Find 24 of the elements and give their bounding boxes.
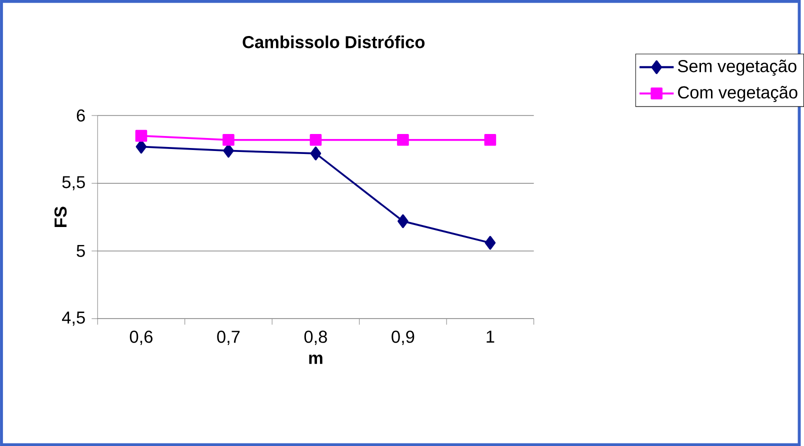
- point: [222, 134, 234, 146]
- point: [397, 134, 409, 146]
- point: [136, 140, 147, 154]
- y-tick-label: 5: [76, 244, 85, 257]
- x-tick-label: 0,9: [392, 330, 414, 345]
- x-tick-label: 0,8: [304, 330, 327, 345]
- point: [135, 130, 148, 142]
- x-tick-label: 0,6: [130, 330, 152, 345]
- point: [310, 134, 322, 146]
- point: [223, 144, 234, 158]
- chart-title: Cambissolo Distrófico: [242, 35, 425, 48]
- x-tick-label: 1: [486, 330, 494, 342]
- point: [398, 214, 408, 228]
- point: [484, 236, 496, 250]
- y-tick-label: 5,5: [62, 176, 85, 190]
- y-tick-label: 4,5: [62, 312, 85, 326]
- legend-label: Sem vegetação: [678, 60, 796, 76]
- y-axis-title: FS: [54, 206, 67, 227]
- legend-label: Com vegetação: [678, 86, 798, 102]
- x-tick-label: 0,7: [217, 330, 240, 345]
- x-axis-title: m: [309, 354, 322, 364]
- y-tick-label: 6: [76, 109, 85, 122]
- point: [310, 146, 322, 160]
- point: [484, 134, 496, 146]
